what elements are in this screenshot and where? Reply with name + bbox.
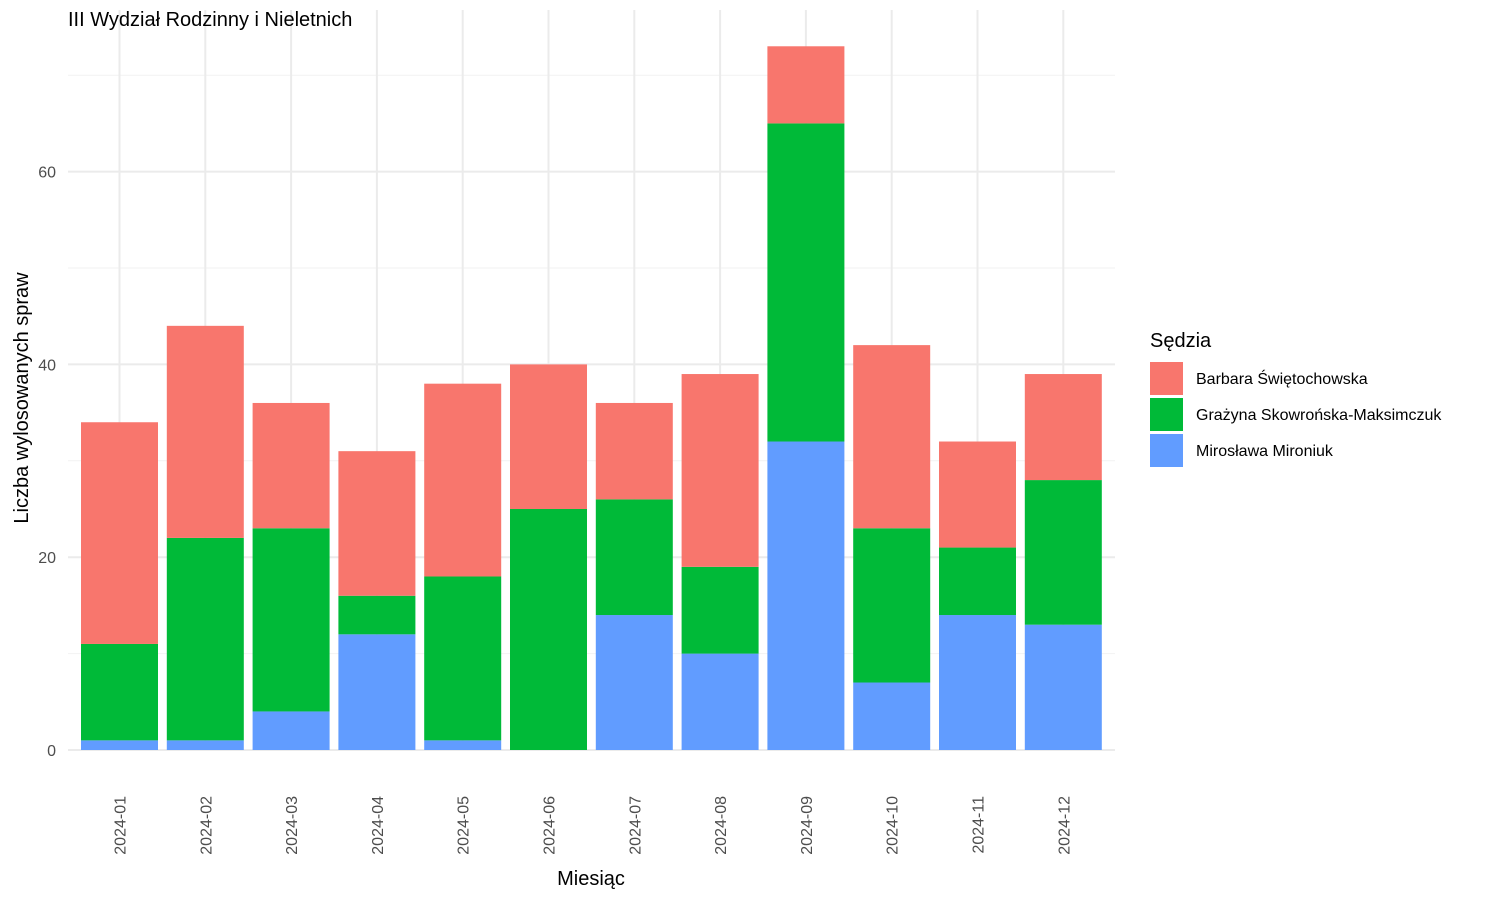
x-tick-label: 2024-09: [799, 796, 816, 855]
x-tick-label: 2024-04: [370, 796, 387, 855]
x-tick-label: 2024-02: [198, 796, 215, 855]
bar-segment: [81, 422, 158, 644]
bar-segment: [853, 345, 931, 529]
x-tick-label: 2024-08: [713, 796, 730, 855]
bar-segment: [767, 441, 845, 750]
bar-segment: [853, 528, 931, 683]
legend-label: Grażyna Skowrońska-Maksimczuk: [1196, 407, 1442, 424]
x-tick-label: 2024-01: [113, 796, 130, 855]
x-axis-label: Miesiąc: [557, 868, 625, 890]
bar-segment: [81, 740, 158, 750]
x-tick-label: 2024-10: [885, 796, 902, 855]
bar-segment: [767, 123, 845, 442]
bar-segment: [424, 740, 502, 750]
x-tick-label: 2024-05: [456, 796, 473, 855]
bar-segment: [81, 643, 158, 741]
x-tick-label: 2024-12: [1056, 796, 1073, 855]
bars-layer: [81, 46, 1102, 750]
bar-segment: [252, 528, 330, 712]
bar-segment: [595, 402, 673, 500]
bar-segment: [681, 374, 759, 567]
legend-key: [1150, 362, 1183, 395]
legend: Barbara Świętochowska Grażyna Skowrońska-…: [1150, 362, 1442, 467]
bar-segment: [681, 653, 759, 750]
legend-label: Barbara Świętochowska: [1196, 369, 1368, 388]
legend-title: Sędzia: [1150, 330, 1212, 352]
y-tick-label: 0: [47, 743, 56, 760]
bar-segment: [595, 499, 673, 616]
x-tick-label: 2024-03: [284, 796, 301, 855]
bar-segment: [338, 451, 416, 596]
x-tick-label: 2024-06: [542, 796, 559, 855]
legend-key: [1150, 398, 1183, 431]
x-tick-label: 2024-11: [971, 796, 988, 854]
bar-segment: [853, 682, 931, 750]
bar-segment: [252, 402, 330, 529]
bar-segment: [939, 615, 1016, 750]
y-axis-label: Liczba wylosowanych spraw: [11, 272, 33, 524]
bar-segment: [252, 711, 330, 750]
bar-segment: [424, 383, 502, 577]
bar-segment: [510, 364, 587, 509]
axis-layer: 0 20 40 60 2024-01 2024-02 2024-03 2024-04 2024-…: [38, 165, 1073, 855]
legend-key: [1150, 434, 1183, 467]
bar-segment: [166, 537, 244, 741]
bar-segment: [681, 566, 759, 654]
bar-segment: [1024, 624, 1102, 750]
y-tick-label: 20: [38, 550, 56, 567]
bar-segment: [166, 325, 244, 538]
bar-segment: [595, 615, 673, 750]
bar-segment: [338, 595, 416, 635]
y-tick-label: 40: [38, 357, 56, 374]
bar-segment: [510, 509, 587, 750]
x-tick-label: 2024-07: [627, 796, 644, 855]
bar-segment: [166, 740, 244, 750]
bar-segment: [1024, 374, 1102, 481]
bar-segment: [939, 441, 1016, 548]
bar-segment: [767, 46, 845, 124]
bar-segment: [1024, 480, 1102, 625]
legend-label: Mirosława Mironiuk: [1196, 443, 1334, 460]
chart-title: III Wydział Rodzinny i Nieletnich: [68, 9, 352, 31]
bar-segment: [424, 576, 502, 741]
bar-segment: [939, 547, 1016, 616]
y-tick-label: 60: [38, 165, 56, 182]
bar-segment: [338, 634, 416, 750]
